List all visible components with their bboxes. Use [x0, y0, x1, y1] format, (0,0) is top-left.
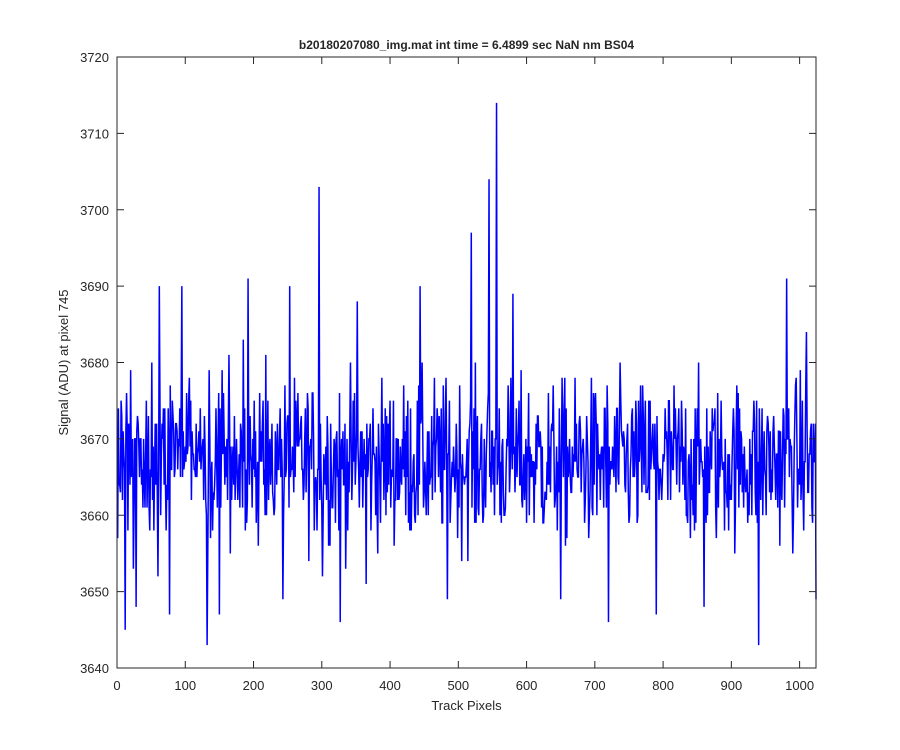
- y-tick-label: 3720: [80, 50, 109, 65]
- x-tick-label: 400: [379, 678, 401, 693]
- chart-title: b20180207080_img.mat int time = 6.4899 s…: [299, 38, 635, 52]
- axes-background: [117, 57, 816, 668]
- ticks-layer: 0 100 200 300 400 500 600 700 800 900 1000 3640 3650…: [80, 50, 816, 693]
- axes-box: [116, 56, 817, 669]
- x-tick-label: 200: [243, 678, 265, 693]
- y-tick-label: 3680: [80, 356, 109, 371]
- x-tick-label: 1000: [785, 678, 814, 693]
- x-tick-label: 900: [721, 678, 743, 693]
- signal-series-line: [116, 102, 817, 646]
- series-layer: [116, 102, 817, 646]
- x-axis-label: Track Pixels: [431, 698, 502, 713]
- x-tick-label: 100: [174, 678, 196, 693]
- y-tick-label: 3710: [80, 126, 109, 141]
- y-tick-label: 3690: [80, 279, 109, 294]
- x-tick-label: 700: [584, 678, 606, 693]
- y-tick-label: 3670: [80, 432, 109, 447]
- x-tick-label: 0: [113, 678, 120, 693]
- y-tick-label: 3650: [80, 585, 109, 600]
- y-tick-label: 3640: [80, 661, 109, 676]
- y-tick-label: 3700: [80, 203, 109, 218]
- x-tick-label: 800: [652, 678, 674, 693]
- y-axis-label: Signal (ADU) at pixel 745: [56, 290, 71, 436]
- x-tick-label: 600: [516, 678, 538, 693]
- x-tick-label: 300: [311, 678, 333, 693]
- y-tick-label: 3660: [80, 508, 109, 523]
- x-tick-label: 500: [447, 678, 469, 693]
